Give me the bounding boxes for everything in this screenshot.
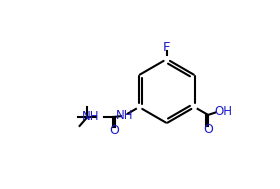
Text: OH: OH	[214, 105, 232, 118]
Text: O: O	[203, 123, 213, 136]
Text: NH: NH	[116, 109, 133, 122]
Text: F: F	[163, 41, 171, 54]
Text: O: O	[109, 124, 119, 137]
Text: NH: NH	[82, 110, 99, 123]
